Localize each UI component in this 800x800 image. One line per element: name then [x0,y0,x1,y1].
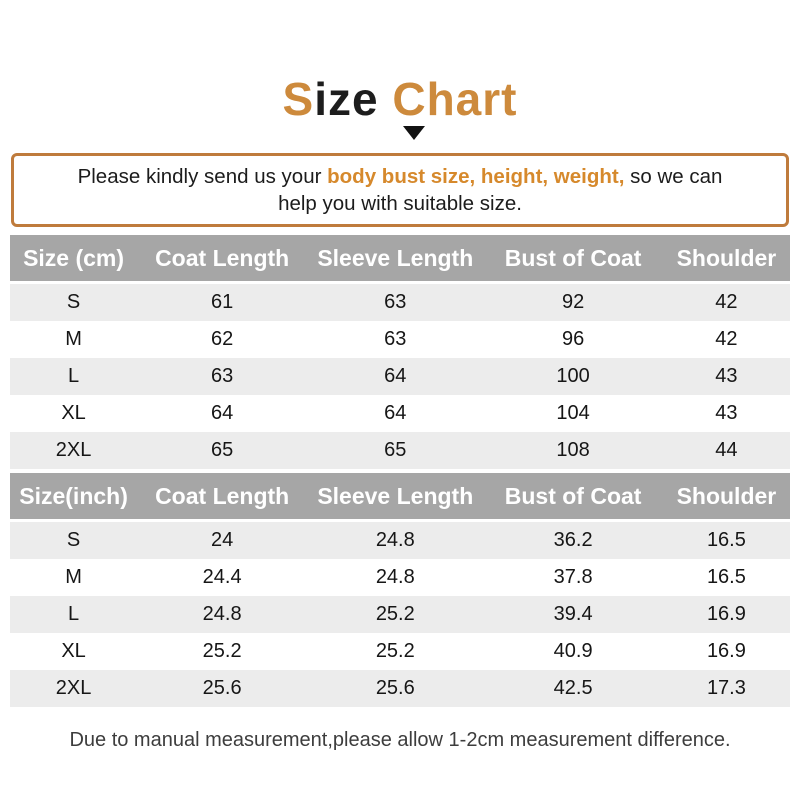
notice-text-highlight: body bust size, height, weight, [327,165,625,188]
measurement-disclaimer: Due to manual measurement,please allow 1… [69,729,731,751]
table-cell: 25.6 [307,670,484,707]
title-part-orange-s: S [282,73,315,125]
header-cell: Size(inch) [10,473,138,522]
table-cell: 42.5 [483,670,663,707]
header-cell: Shoulder [662,235,790,284]
size-table-inch: Size(inch) Coat Length Sleeve Length Bust o… [10,473,790,707]
table-cell: 42 [662,321,790,358]
table-cell: 108 [483,432,663,469]
header-row: Size (cm) Coat Length Sleeve Length Bust of… [10,235,790,284]
table-cell: 63 [307,321,484,358]
header-cell: Coat Length [137,473,308,522]
notice-text-end: so we can [624,165,723,188]
table-cell: 25.2 [307,596,484,633]
table-cell: 24.8 [307,559,484,596]
table-row: L 63 64 100 43 [10,358,790,395]
table-row: 2XL 25.6 25.6 42.5 17.3 [10,670,790,707]
table-cell: 96 [483,321,663,358]
table-cell: 64 [137,395,308,432]
table-cell: 25.2 [307,633,484,670]
table-cell: 61 [137,282,308,321]
table-cell: 25.2 [137,633,308,670]
table-row: M 24.4 24.8 37.8 16.5 [10,559,790,596]
notice-text-line2: help you with suitable size. [278,192,522,215]
header-cell: Shoulder [662,473,790,522]
table-cell: 25.6 [137,670,308,707]
header-cell: Bust of Coat [483,473,663,522]
table-cell: 24.8 [307,520,484,559]
table-cell: 64 [307,358,484,395]
table-cell: 2XL [10,432,138,469]
table-cell: 92 [483,282,663,321]
table-cell: 24 [137,520,308,559]
table-cell: 63 [307,282,484,321]
notice-text-start: Please kindly send us your [77,165,328,188]
table-cell: 64 [307,395,484,432]
table-cell: L [10,596,138,633]
table-row: 2XL 65 65 108 44 [10,432,790,469]
table-cell: 40.9 [483,633,663,670]
notice-box: Please kindly send us your body bust siz… [11,153,789,227]
title-part-black: ize [314,73,393,125]
table-cell: 104 [483,395,663,432]
table-cell: 65 [307,432,484,469]
table-cell: 24.4 [137,559,308,596]
header-row: Size(inch) Coat Length Sleeve Length Bust o… [10,473,790,522]
header-cell: Sleeve Length [307,235,484,284]
table-cell: 65 [137,432,308,469]
table-row: S 61 63 92 42 [10,282,790,321]
table-cell: 63 [137,358,308,395]
table-cell: 24.8 [137,596,308,633]
table-row: M 62 63 96 42 [10,321,790,358]
table-cell: M [10,321,138,358]
header-cell: Sleeve Length [307,473,484,522]
table-cell: 39.4 [483,596,663,633]
table-cell: 16.9 [662,596,790,633]
title-part-orange-chart: Chart [392,73,518,125]
header-cell: Size (cm) [10,235,138,284]
table-cell: 43 [662,395,790,432]
table-row: XL 25.2 25.2 40.9 16.9 [10,633,790,670]
table-cell: 62 [137,321,308,358]
table-cell: 37.8 [483,559,663,596]
table-cell: 44 [662,432,790,469]
table-cell: 2XL [10,670,138,707]
table-cell: 16.5 [662,559,790,596]
down-triangle-icon [403,126,425,140]
page-title: Size Chart [0,76,800,122]
table-row: XL 64 64 104 43 [10,395,790,432]
table-cell: 100 [483,358,663,395]
table-cell: S [10,282,138,321]
table-cell: 36.2 [483,520,663,559]
table-row: S 24 24.8 36.2 16.5 [10,520,790,559]
table-cell: XL [10,395,138,432]
table-cell: M [10,559,138,596]
table-cell: 17.3 [662,670,790,707]
table-row: L 24.8 25.2 39.4 16.9 [10,596,790,633]
table-cell: 16.5 [662,520,790,559]
table-cell: S [10,520,138,559]
table-cell: 42 [662,282,790,321]
page-title-wrap: Size Chart [0,0,800,140]
header-cell: Coat Length [137,235,308,284]
header-cell: Bust of Coat [483,235,663,284]
table-cell: 16.9 [662,633,790,670]
size-table-cm: Size (cm) Coat Length Sleeve Length Bust of… [10,235,790,469]
table-cell: 43 [662,358,790,395]
table-cell: XL [10,633,138,670]
table-cell: L [10,358,138,395]
